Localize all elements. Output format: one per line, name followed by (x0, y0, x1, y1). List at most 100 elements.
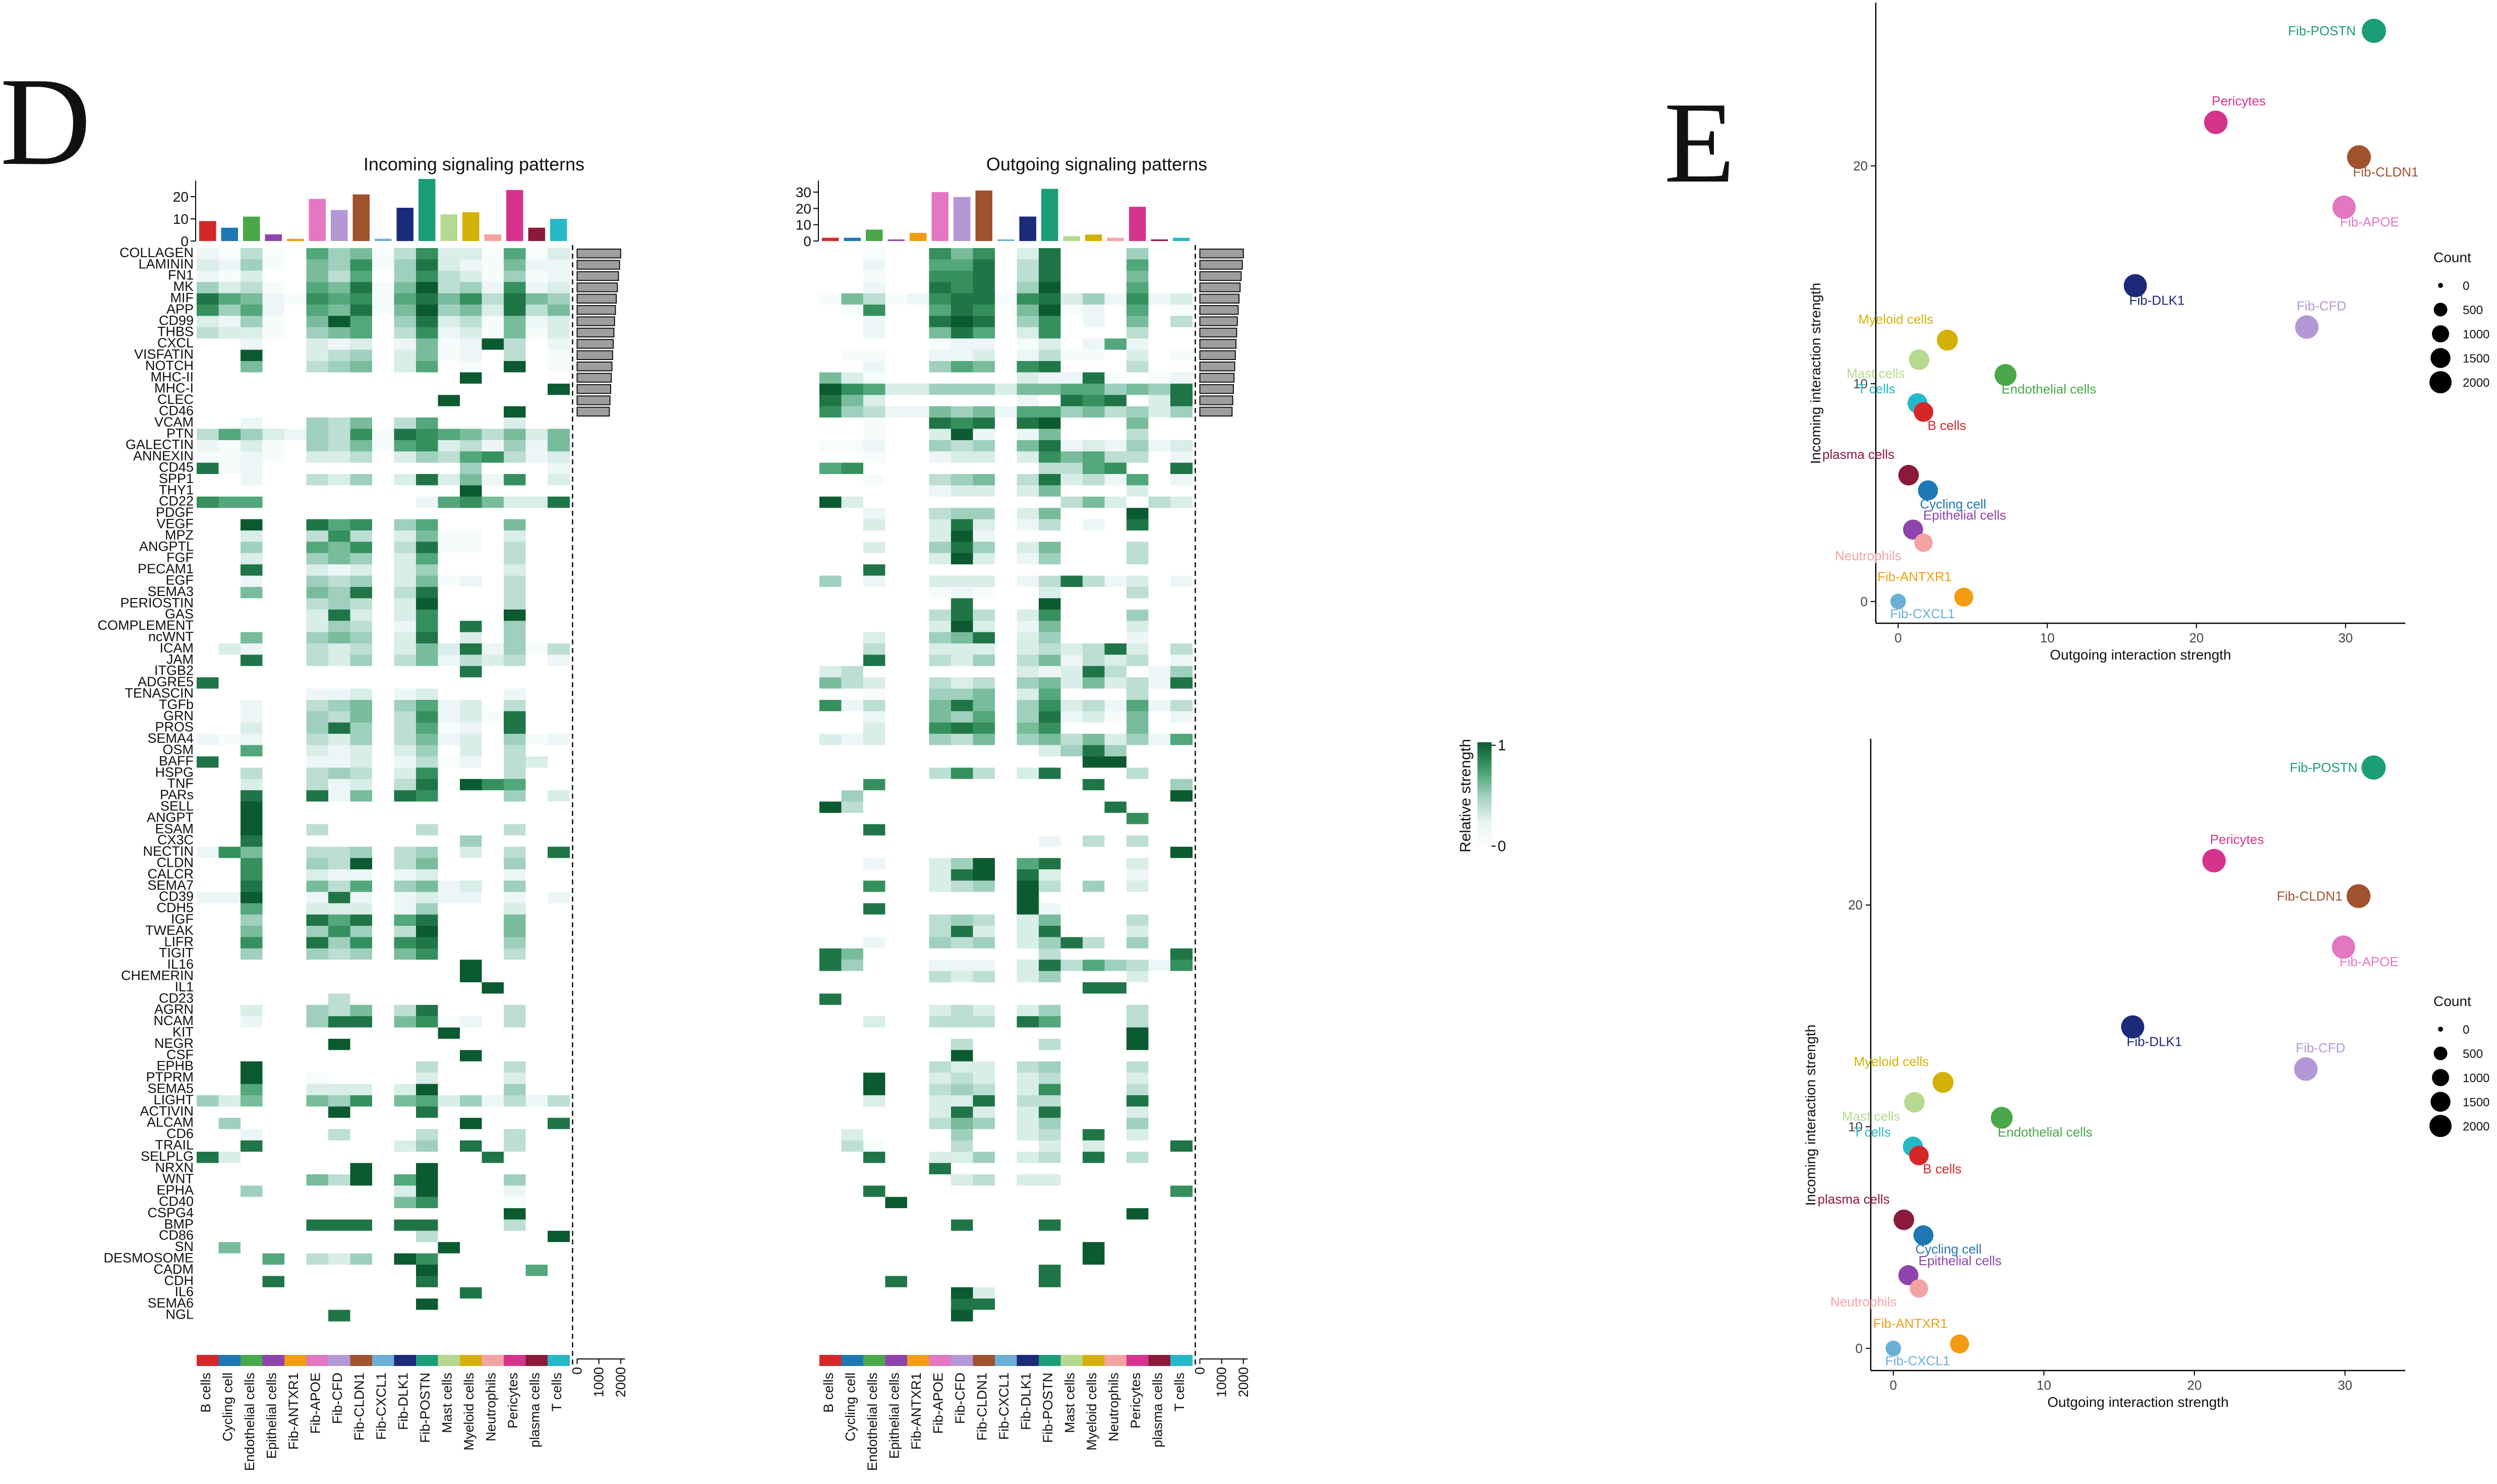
heat-cell (197, 248, 219, 260)
heat-cell (262, 1163, 285, 1175)
heat-cell (1126, 282, 1149, 294)
heat-cell (241, 960, 263, 972)
heat-cell (241, 1027, 263, 1039)
heat-cell (1017, 1242, 1039, 1254)
heat-cell (262, 1219, 285, 1231)
heat-cell (328, 621, 351, 633)
heat-cell (372, 734, 395, 746)
heat-cell (548, 1185, 570, 1198)
heat-cell (394, 564, 417, 576)
heat-cell (995, 530, 1018, 542)
heat-cell (863, 429, 886, 441)
heat-cell (907, 293, 930, 305)
heat-cell (1083, 790, 1105, 802)
x-tick-label: 10 (2040, 630, 2055, 645)
heat-cell (504, 440, 526, 452)
heat-cell (863, 779, 886, 791)
heat-cell (416, 1253, 439, 1265)
heat-cell (907, 361, 930, 373)
heat-cell (218, 1265, 241, 1276)
heat-cell (1104, 519, 1127, 531)
heat-cell (1039, 1163, 1061, 1175)
heat-cell (841, 293, 864, 305)
heat-cell (1126, 474, 1149, 486)
heat-cell (218, 1129, 241, 1141)
heat-cell (460, 1061, 483, 1073)
column-bar-fib-dlk1 (1019, 216, 1036, 241)
heat-cell (973, 305, 995, 316)
heat-cell (241, 632, 263, 644)
heat-cell (218, 1230, 241, 1242)
pathway-label-ngl: NGL (165, 1307, 194, 1322)
heat-cell (929, 327, 952, 339)
heat-cell (394, 1039, 417, 1050)
heat-cell (284, 395, 307, 407)
heat-cell (1126, 745, 1149, 757)
heat-cell (841, 903, 864, 915)
heat-cell (929, 248, 952, 260)
cell-type-label-pericytes: Pericytes (1128, 1373, 1143, 1429)
pathway-label-lifr: LIFR (164, 934, 194, 949)
heat-cell (482, 1310, 504, 1322)
pathway-label-adgre5: ADGRE5 (138, 674, 194, 689)
heat-cell (951, 745, 974, 757)
heat-cell (328, 926, 351, 937)
heat-cell (1104, 1242, 1127, 1254)
cell-color-strip (306, 1355, 329, 1366)
heat-cell (973, 688, 995, 700)
heat-cell (1126, 1095, 1149, 1107)
heat-cell (197, 406, 219, 418)
heat-cell (841, 1039, 864, 1050)
cell-color-strip (262, 1355, 285, 1366)
heat-cell (372, 1039, 395, 1050)
heat-cell (1017, 677, 1039, 689)
heat-cell (951, 1152, 974, 1163)
heat-cell (1017, 1016, 1039, 1028)
heat-cell (929, 418, 952, 429)
heat-cell (504, 914, 526, 926)
heat-cell (1083, 700, 1105, 711)
column-bar-fib-postn (1041, 189, 1058, 241)
heat-cell (841, 982, 864, 994)
heat-cell (863, 722, 886, 734)
heat-cell (1104, 1208, 1127, 1220)
heat-cell (1060, 1061, 1083, 1073)
heat-cell (241, 903, 263, 915)
heat-cell (885, 440, 908, 452)
heat-cell (863, 1050, 886, 1062)
right-axis-tick-label: 0 (570, 1367, 585, 1375)
heat-cell (973, 960, 995, 972)
point-fib-antxr1 (1954, 587, 1974, 607)
heat-cell (863, 982, 886, 994)
heat-cell (1039, 474, 1061, 486)
heat-cell (504, 361, 526, 373)
heat-cell (929, 858, 952, 870)
heat-cell (197, 971, 219, 983)
cell-type-label-endothelial-cells: Endothelial cells (242, 1373, 257, 1471)
heat-cell (241, 722, 263, 734)
heat-cell (1148, 361, 1171, 373)
heat-cell (1060, 1230, 1083, 1242)
heat-cell (328, 960, 351, 972)
heat-cell (1170, 1152, 1193, 1163)
heat-cell (328, 655, 351, 667)
heat-cell (525, 926, 548, 937)
heat-cell (394, 1265, 417, 1276)
heat-cell (1039, 1208, 1061, 1220)
heat-cell (929, 926, 952, 937)
heat-cell (907, 1242, 930, 1254)
heat-cell (1083, 869, 1105, 881)
point-neutrophils (1910, 1279, 1928, 1298)
heat-cell (306, 508, 329, 520)
heat-cell (841, 383, 864, 395)
x-tick-label: 30 (2338, 630, 2353, 645)
heat-cell (1017, 779, 1039, 791)
heat-cell (460, 1129, 483, 1141)
column-bar-endothelial-cells (243, 216, 260, 241)
heat-cell (372, 395, 395, 407)
heat-cell (504, 485, 526, 497)
heat-cell (328, 282, 351, 294)
heat-cell (372, 418, 395, 429)
heat-cell (1039, 756, 1061, 768)
heat-cell (973, 632, 995, 644)
